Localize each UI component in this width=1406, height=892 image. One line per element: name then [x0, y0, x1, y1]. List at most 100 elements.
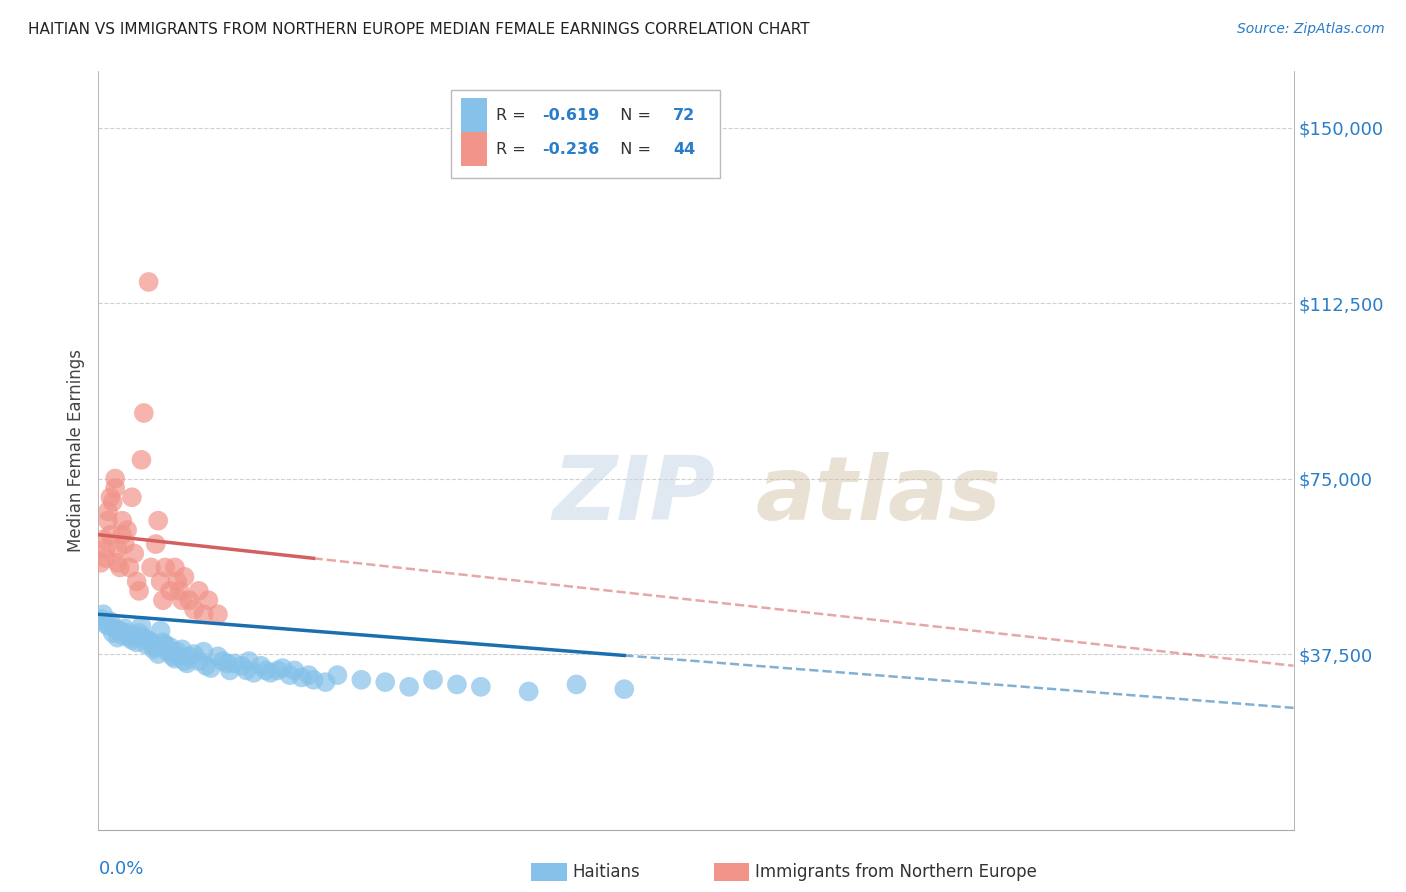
Point [254, 664, 277, 678]
Point [139, 560, 162, 574]
Point [111, 527, 134, 541]
Y-axis label: Median Female Earnings: Median Female Earnings [66, 349, 84, 552]
FancyBboxPatch shape [461, 98, 486, 132]
Point [235, 664, 257, 678]
Point [398, 680, 420, 694]
Point [291, 670, 314, 684]
Text: 72: 72 [673, 108, 696, 123]
Point [169, 583, 191, 598]
Point [107, 556, 129, 570]
Point [107, 631, 129, 645]
Point [211, 654, 233, 668]
Point [193, 607, 215, 622]
Point [125, 574, 148, 589]
Point [152, 593, 174, 607]
Point [224, 657, 246, 671]
Text: 44: 44 [673, 142, 696, 157]
Point [176, 657, 198, 671]
Point [121, 490, 143, 504]
Point [111, 514, 134, 528]
Text: -0.236: -0.236 [541, 142, 599, 157]
Text: 0.0%: 0.0% [98, 860, 143, 878]
Point [98, 490, 122, 504]
Point [166, 645, 188, 659]
Point [207, 607, 229, 622]
Point [179, 593, 201, 607]
Point [132, 406, 155, 420]
Point [101, 626, 124, 640]
Point [91, 607, 114, 622]
Point [302, 673, 325, 687]
Point [128, 626, 150, 640]
Point [156, 645, 179, 659]
Point [114, 621, 136, 635]
Point [125, 635, 148, 649]
Point [187, 654, 209, 668]
Text: R =: R = [496, 142, 531, 157]
Point [283, 664, 305, 678]
Point [231, 658, 253, 673]
Point [173, 570, 195, 584]
Point [326, 668, 349, 682]
Point [183, 647, 205, 661]
Point [135, 638, 157, 652]
Text: -0.619: -0.619 [541, 108, 599, 123]
Point [97, 504, 120, 518]
Point [183, 602, 205, 616]
Point [138, 275, 160, 289]
Point [172, 642, 194, 657]
Point [104, 481, 127, 495]
FancyBboxPatch shape [451, 90, 720, 178]
Point [315, 675, 337, 690]
Point [149, 574, 172, 589]
Text: Immigrants from Northern Europe: Immigrants from Northern Europe [755, 863, 1036, 881]
Point [162, 649, 184, 664]
Point [94, 541, 117, 556]
Point [115, 523, 138, 537]
Point [131, 452, 153, 467]
Point [101, 495, 124, 509]
Point [374, 675, 396, 690]
Point [278, 668, 301, 682]
Point [298, 668, 321, 682]
Point [98, 615, 122, 629]
Point [149, 624, 172, 638]
Point [111, 628, 134, 642]
Point [94, 616, 117, 631]
FancyBboxPatch shape [461, 132, 486, 166]
Point [128, 583, 150, 598]
Point [155, 560, 177, 574]
Point [517, 684, 540, 698]
Text: N =: N = [610, 108, 657, 123]
Point [142, 642, 165, 657]
Point [148, 647, 170, 661]
Point [145, 537, 167, 551]
Point [98, 527, 122, 541]
Point [166, 574, 188, 589]
Point [107, 541, 129, 556]
Point [613, 682, 636, 697]
Point [138, 633, 160, 648]
Point [163, 560, 186, 574]
Point [121, 633, 143, 648]
Point [94, 551, 117, 566]
Point [259, 665, 281, 680]
Point [91, 533, 114, 547]
Point [159, 640, 181, 654]
Point [217, 657, 239, 671]
Point [115, 626, 138, 640]
Point [200, 661, 222, 675]
Text: N =: N = [610, 142, 657, 157]
Point [114, 537, 136, 551]
Text: Haitians: Haitians [572, 863, 640, 881]
Point [124, 628, 146, 642]
Point [179, 649, 201, 664]
Point [250, 658, 273, 673]
Point [243, 665, 266, 680]
Point [238, 654, 260, 668]
Point [187, 583, 209, 598]
Point [118, 631, 141, 645]
Point [163, 651, 186, 665]
Text: atlas: atlas [756, 452, 1001, 540]
Text: R =: R = [496, 108, 531, 123]
